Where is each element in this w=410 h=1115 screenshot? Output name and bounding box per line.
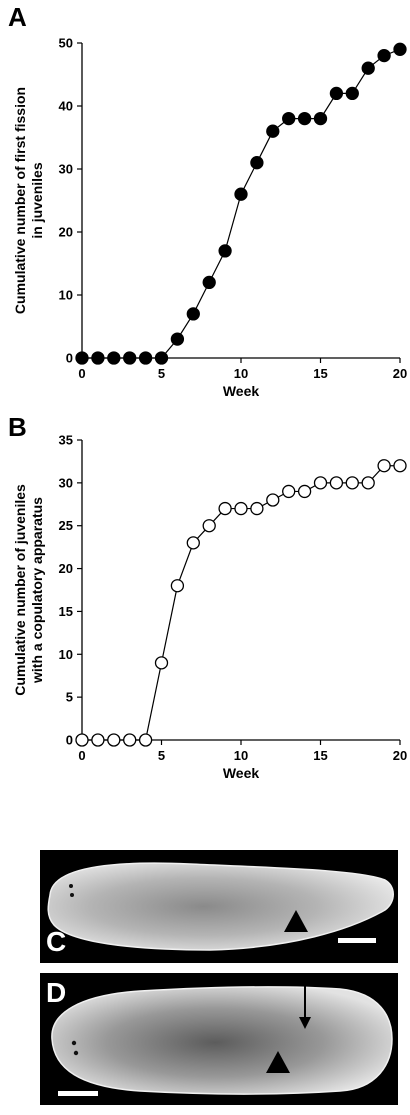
arrowhead-icon [284, 910, 308, 932]
y-tick-label: 35 [59, 433, 73, 448]
y-tick-label: 30 [59, 162, 73, 177]
data-point [218, 501, 232, 516]
data-point [393, 459, 407, 473]
data-point [138, 733, 153, 747]
data-point [123, 733, 137, 747]
data-point [186, 536, 200, 550]
planarian-image-c [47, 862, 394, 951]
data-point [361, 61, 375, 75]
data-point [377, 459, 391, 473]
data-point [123, 351, 137, 365]
data-point [266, 493, 280, 507]
chart-a: 0 10 20 30 40 50 0 5 10 15 20 Week Cumulative number… [12, 36, 407, 400]
photo-panel-c: C [40, 850, 398, 963]
data-point [250, 501, 264, 516]
y-tick-label: 20 [59, 561, 73, 576]
data-point [154, 351, 169, 365]
y-tick-label: 5 [66, 690, 73, 705]
x-tick-label: 10 [234, 366, 248, 381]
x-tick-label: 20 [393, 748, 407, 763]
data-point [202, 519, 216, 533]
data-point [218, 244, 232, 258]
data-point [377, 48, 391, 63]
data-point [266, 124, 280, 138]
y-tick-label: 0 [66, 733, 73, 748]
data-point [170, 579, 185, 593]
data-point [345, 86, 359, 101]
scale-bar-d [58, 1091, 98, 1096]
data-point [250, 156, 264, 170]
y-axis-label-line: Cumulative number of first fission [12, 87, 28, 314]
y-axis-label-line: with a copulatory apparatus [29, 497, 45, 684]
x-tick-label: 0 [78, 748, 85, 763]
data-point [297, 111, 312, 126]
y-tick-label: 50 [59, 36, 73, 51]
data-point [282, 111, 296, 126]
y-tick-label: 25 [59, 518, 73, 533]
data-point [313, 476, 328, 490]
data-point [154, 656, 169, 670]
x-tick-label: 5 [158, 366, 165, 381]
data-point [329, 476, 344, 490]
data-point [186, 307, 200, 321]
data-point [202, 275, 216, 290]
data-point [107, 351, 121, 365]
y-axis-label-line: Cumulative number of juveniles [12, 484, 28, 696]
panel-label-b: B [8, 412, 27, 442]
scale-bar-c [338, 938, 376, 943]
x-tick-label: 10 [234, 748, 248, 763]
y-axis-label-line: in juveniles [29, 162, 45, 238]
data-point [329, 86, 344, 101]
data-point [138, 351, 153, 365]
data-point [91, 733, 105, 747]
x-tick-label: 15 [313, 748, 327, 763]
data-point [282, 484, 296, 499]
y-tick-label: 0 [66, 351, 73, 366]
chart-b: 0 5 10 15 20 25 30 35 0 5 10 15 20 Week Cumulative num… [12, 433, 407, 782]
data-point [75, 351, 89, 365]
y-tick-label: 10 [59, 288, 73, 303]
x-tick-label: 15 [313, 366, 327, 381]
x-tick-label: 20 [393, 366, 407, 381]
data-point [234, 187, 248, 201]
panel-label-d: D [46, 977, 67, 1008]
data-point [75, 733, 89, 747]
data-point [361, 476, 375, 490]
x-axis-label: Week [223, 765, 260, 781]
y-tick-label: 40 [59, 99, 73, 114]
data-point [91, 351, 105, 365]
data-point [170, 332, 185, 346]
x-tick-label: 0 [78, 366, 85, 381]
panel-label-c: C [46, 926, 67, 957]
arrowhead-icon [266, 1051, 290, 1073]
panel-label-a: A [8, 2, 27, 32]
data-point [345, 476, 359, 490]
data-point [313, 111, 328, 126]
data-point [297, 484, 312, 499]
y-tick-label: 20 [59, 225, 73, 240]
photo-panel-d: D [40, 973, 398, 1105]
y-tick-label: 30 [59, 475, 73, 490]
data-point [107, 733, 121, 747]
y-tick-label: 10 [59, 647, 73, 662]
planarian-image-d [51, 983, 393, 1095]
data-point [393, 42, 407, 56]
x-axis-label: Week [223, 383, 260, 399]
x-tick-label: 5 [158, 748, 165, 763]
y-tick-label: 15 [59, 604, 73, 619]
data-point [234, 501, 248, 516]
